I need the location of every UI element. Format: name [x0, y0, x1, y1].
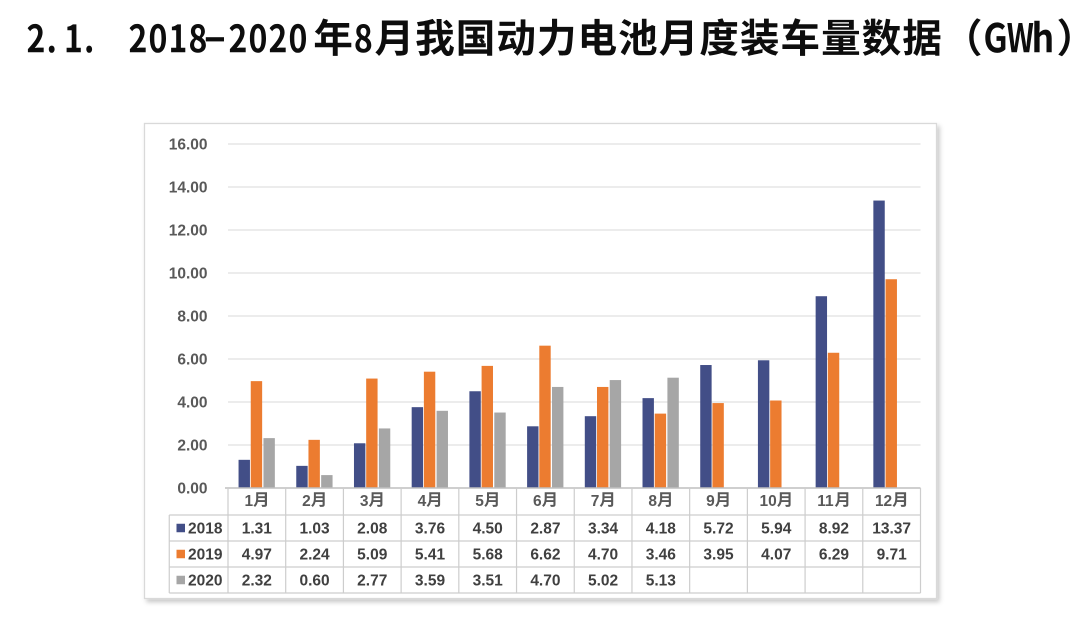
svg-text:3: 3: [360, 493, 369, 510]
svg-text:4.50: 4.50: [473, 521, 503, 538]
svg-text:4.97: 4.97: [242, 547, 272, 564]
svg-text:8: 8: [648, 493, 657, 510]
svg-text:5.72: 5.72: [703, 521, 733, 538]
svg-text:2019: 2019: [188, 547, 223, 564]
svg-text:12: 12: [875, 493, 892, 510]
svg-text:5.41: 5.41: [415, 547, 446, 564]
svg-text:2.00: 2.00: [177, 438, 207, 455]
svg-text:16.00: 16.00: [169, 137, 208, 154]
svg-text:7: 7: [591, 493, 600, 510]
svg-text:6.62: 6.62: [530, 547, 560, 564]
svg-text:5.13: 5.13: [646, 573, 677, 590]
svg-text:13.37: 13.37: [872, 521, 911, 538]
svg-text:5.09: 5.09: [357, 547, 388, 564]
svg-text:9: 9: [706, 493, 715, 510]
svg-text:2.87: 2.87: [530, 521, 560, 538]
svg-text:5.02: 5.02: [588, 573, 618, 590]
svg-text:3.95: 3.95: [703, 547, 734, 564]
svg-text:3.34: 3.34: [588, 521, 619, 538]
svg-text:2.77: 2.77: [357, 573, 387, 590]
svg-text:4: 4: [418, 493, 427, 510]
svg-text:2.32: 2.32: [242, 573, 272, 590]
svg-text:2020: 2020: [188, 573, 222, 590]
svg-text:0.60: 0.60: [299, 573, 329, 590]
svg-text:2.08: 2.08: [357, 521, 388, 538]
svg-text:10.00: 10.00: [169, 266, 208, 283]
svg-text:2018: 2018: [188, 521, 223, 538]
svg-text:1: 1: [244, 493, 253, 510]
svg-text:2.24: 2.24: [299, 547, 330, 564]
svg-text:4.00: 4.00: [177, 395, 207, 412]
svg-text:3.46: 3.46: [646, 547, 677, 564]
svg-text:9.71: 9.71: [877, 547, 908, 564]
svg-text:5.68: 5.68: [473, 547, 504, 564]
svg-text:14.00: 14.00: [169, 180, 208, 197]
svg-text:8.92: 8.92: [819, 521, 849, 538]
svg-text:10: 10: [760, 493, 777, 510]
svg-text:8.00: 8.00: [177, 309, 207, 326]
svg-text:5.94: 5.94: [761, 521, 792, 538]
svg-text:4.70: 4.70: [530, 573, 560, 590]
svg-text:11: 11: [817, 493, 834, 510]
svg-text:5: 5: [475, 493, 484, 510]
svg-text:6.29: 6.29: [819, 547, 850, 564]
svg-text:1.31: 1.31: [242, 521, 273, 538]
svg-text:4.70: 4.70: [588, 547, 618, 564]
svg-text:4.07: 4.07: [761, 547, 791, 564]
svg-text:4.18: 4.18: [646, 521, 677, 538]
svg-text:0.00: 0.00: [177, 481, 207, 498]
svg-text:2: 2: [302, 493, 311, 510]
svg-text:6.00: 6.00: [177, 352, 207, 369]
svg-text:3.51: 3.51: [473, 573, 504, 590]
svg-text:12.00: 12.00: [169, 223, 208, 240]
svg-text:1.03: 1.03: [299, 521, 330, 538]
svg-text:3.59: 3.59: [415, 573, 446, 590]
svg-text:3.76: 3.76: [415, 521, 446, 538]
svg-text:6: 6: [533, 493, 542, 510]
